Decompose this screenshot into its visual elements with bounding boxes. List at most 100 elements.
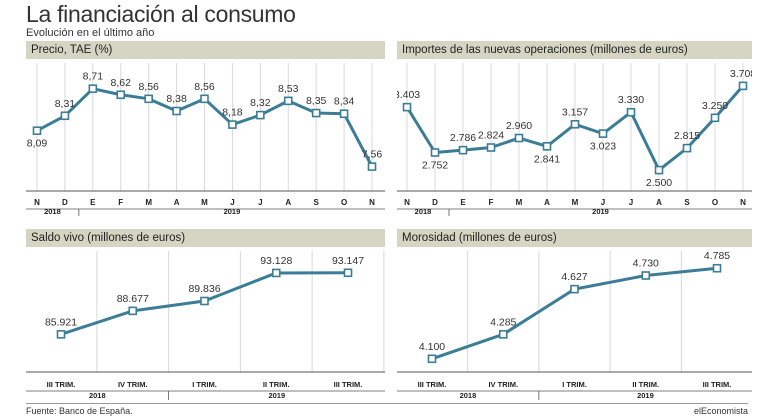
x-tick-label: M: [572, 198, 579, 207]
data-point: [402, 102, 412, 112]
data-point: [144, 94, 153, 104]
data-point: [311, 108, 321, 118]
x-tick-label: I TRIM.: [192, 380, 217, 389]
data-point: [56, 330, 66, 339]
chart-morosidad: Morosidad (millones de euros) III TRIM. I…: [397, 229, 752, 405]
year-label: 2018: [415, 207, 432, 216]
data-label: 8,32: [250, 97, 271, 109]
data-point: [88, 84, 98, 93]
data-label: 8,56: [138, 81, 159, 93]
data-point: [570, 119, 580, 129]
x-tick-label: III TRIM.: [47, 380, 76, 389]
x-tick-label: A: [656, 198, 662, 207]
x-tick-label: E: [460, 198, 466, 207]
chart-svg: III TRIM. IV TRIM. I TRIM. II TRIM. III TRIM…: [26, 251, 385, 400]
data-point: [682, 143, 692, 153]
page-subtitle: Evolución en el último año: [26, 27, 155, 39]
data-point: [427, 354, 437, 364]
data-label: 2.786: [450, 132, 476, 144]
data-label: 8,38: [166, 93, 187, 105]
x-tick-label: N: [404, 198, 410, 207]
data-point: [339, 109, 349, 119]
data-point: [430, 148, 440, 157]
x-tick-label: M: [516, 198, 523, 207]
data-label: 7,56: [362, 149, 383, 161]
data-label: 8,34: [334, 96, 355, 108]
data-label: 4.100: [419, 341, 445, 353]
data-point: [654, 165, 664, 175]
x-tick-label: D: [432, 198, 438, 207]
x-tick-label: IV TRIM.: [118, 380, 148, 389]
x-tick-label: M: [145, 198, 152, 207]
x-tick-label: II TRIM.: [632, 380, 659, 389]
data-label: 4.285: [490, 316, 516, 328]
x-tick-label: J: [601, 198, 605, 207]
x-tick-label: III TRIM.: [334, 380, 363, 389]
data-point: [514, 133, 524, 143]
data-label: 2.824: [478, 129, 504, 141]
x-tick-label: S: [313, 198, 319, 207]
data-point: [598, 129, 608, 138]
data-label: 3.157: [562, 106, 588, 118]
data-label: 8,31: [55, 98, 76, 110]
data-label: 4.730: [633, 258, 659, 270]
data-label: 89.836: [188, 283, 220, 295]
data-label: 3.330: [618, 94, 644, 106]
data-point: [498, 330, 508, 339]
chart-title: Morosidad (millones de euros): [397, 229, 752, 247]
data-point: [542, 142, 552, 151]
x-tick-label: I TRIM.: [562, 380, 587, 389]
footer-divider: [26, 403, 748, 404]
data-label: 8,18: [222, 107, 243, 119]
data-label: 3.250: [702, 100, 728, 112]
data-point: [738, 81, 748, 91]
data-label: 85.921: [45, 316, 77, 328]
data-point: [486, 143, 496, 152]
source-note: Fuente: Banco de España.: [26, 406, 133, 416]
chart-precio-tae: Precio, TAE (%) N D E F M A M J J A S O N 2018 2019 8,0…: [26, 41, 385, 219]
x-tick-label: III TRIM.: [418, 380, 447, 389]
x-tick-label: D: [62, 198, 68, 207]
data-point: [458, 145, 468, 155]
data-label: 4.785: [704, 250, 730, 262]
year-label: 2019: [224, 207, 241, 216]
chart-svg: N D E F M A M J J A S O N 2018 2019 8,09 8,31 8,71 8,62 8,5…: [26, 63, 385, 216]
data-label: 3.403: [397, 89, 420, 101]
data-point: [200, 296, 209, 306]
chart-saldo-vivo: Saldo vivo (millones de euros) III TRIM.…: [26, 229, 385, 405]
x-tick-label: O: [341, 198, 347, 207]
data-label: 3.023: [590, 141, 616, 153]
x-tick-label: F: [118, 198, 123, 207]
year-label: 2019: [268, 391, 285, 400]
data-label: 8,53: [278, 83, 299, 95]
data-label: 8,62: [111, 77, 132, 89]
page-title: La financiación al consumo: [26, 1, 296, 27]
x-tick-label: N: [740, 198, 746, 207]
data-label: 8,71: [83, 71, 104, 83]
data-point: [343, 268, 353, 278]
data-point: [283, 96, 293, 106]
x-tick-label: N: [369, 198, 375, 207]
year-label: 2018: [89, 391, 106, 400]
data-label: 3.708: [730, 68, 752, 80]
year-label: 2018: [44, 207, 61, 216]
x-tick-label: F: [489, 198, 494, 207]
data-point: [256, 110, 265, 120]
chart-title: Saldo vivo (millones de euros): [26, 229, 385, 247]
year-label: 2019: [637, 391, 654, 400]
chart-svg: N D E F M A M J J A S O N 2018 2019 3.403 2.752 2.7862.82…: [397, 63, 752, 216]
data-label: 8,09: [27, 138, 48, 150]
data-point: [367, 162, 377, 171]
data-label: 88.677: [117, 293, 149, 305]
data-point: [710, 113, 720, 123]
x-tick-label: J: [629, 198, 633, 207]
x-tick-label: S: [684, 198, 690, 207]
chart-importes-nuevas-operaciones: Importes de las nuevas operaciones (mill…: [397, 41, 752, 219]
x-tick-label: N: [34, 198, 40, 207]
grid-lines: [96, 251, 385, 372]
data-label: 4.627: [561, 271, 587, 283]
x-tick-label: A: [174, 198, 180, 207]
data-point: [641, 271, 651, 280]
year-label: 2019: [592, 207, 609, 216]
x-tick-label: J: [230, 198, 234, 207]
